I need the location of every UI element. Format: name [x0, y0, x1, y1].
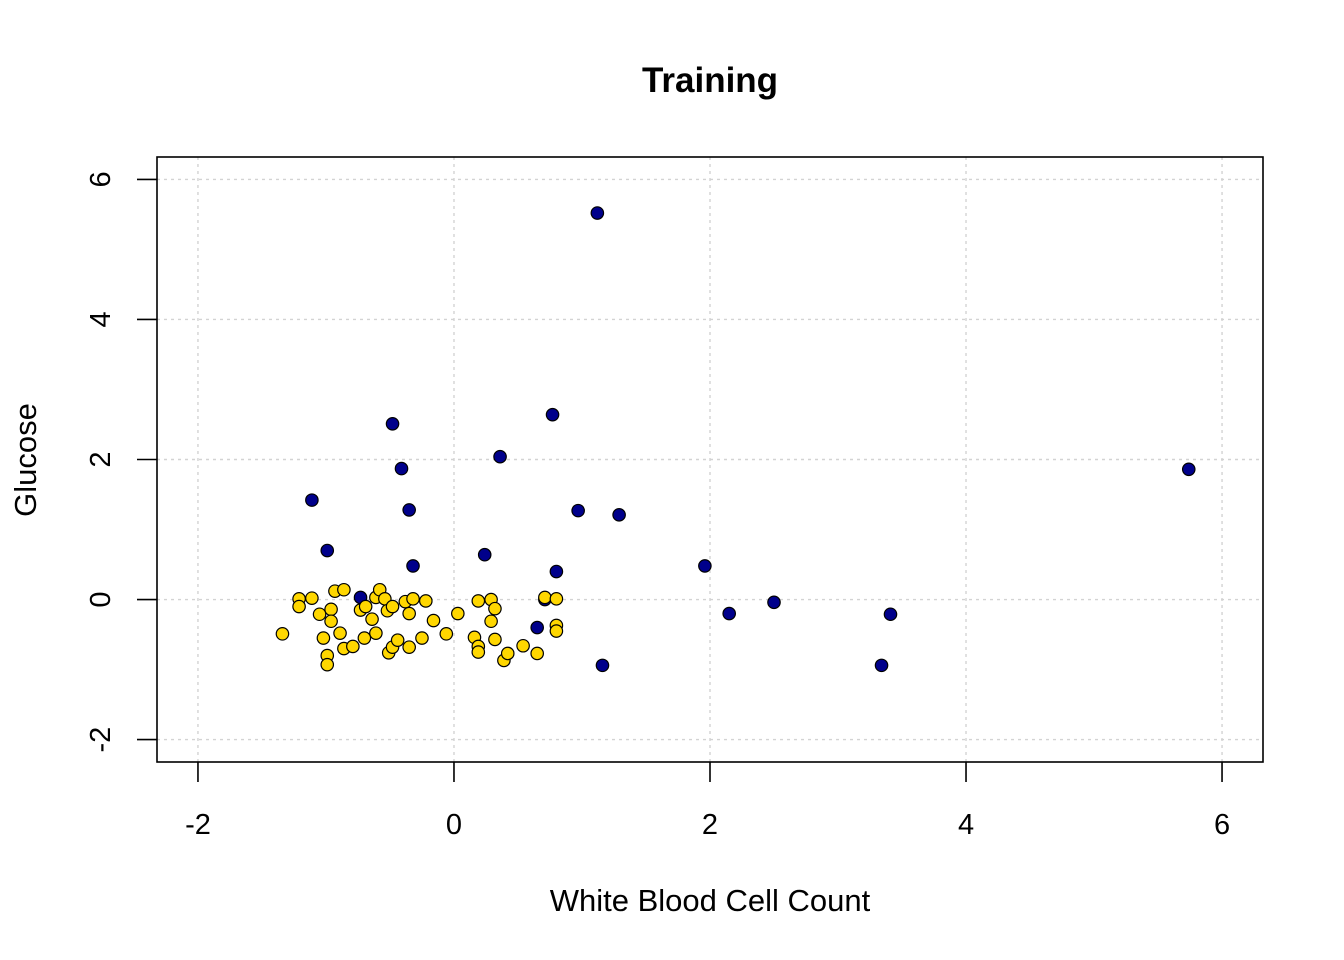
data-point-class2	[358, 599, 373, 614]
data-point-class2	[324, 602, 338, 617]
x-tick-label: 0	[446, 809, 462, 841]
y-tick-label: 2	[85, 451, 117, 467]
y-tick-label: 0	[85, 591, 117, 607]
data-point-class1	[394, 461, 409, 476]
data-point-class2	[488, 632, 502, 647]
data-point-class1	[549, 564, 564, 579]
data-point-class1	[1181, 462, 1196, 477]
chart-title: Training	[642, 61, 778, 100]
data-point-class2	[346, 639, 360, 654]
data-point-class2	[390, 633, 405, 647]
x-axis-label: White Blood Cell Count	[550, 883, 871, 918]
data-point-class2	[312, 607, 327, 622]
data-point-class1	[698, 559, 712, 573]
data-point-class1	[874, 658, 889, 673]
data-point-class2	[419, 594, 433, 608]
data-point-class1	[305, 493, 319, 507]
x-tick-label: 6	[1214, 809, 1230, 841]
data-point-class1	[385, 416, 400, 431]
data-point-class2	[471, 594, 486, 608]
data-point-class2	[500, 646, 515, 661]
data-point-class2	[471, 645, 486, 659]
data-point-class1	[402, 503, 416, 517]
data-point-class2	[324, 614, 338, 629]
data-point-class1	[406, 559, 420, 573]
data-point-class1	[612, 508, 626, 522]
data-point-class2	[402, 640, 416, 654]
data-point-class1	[722, 606, 737, 621]
data-point-class1	[493, 449, 507, 464]
data-point-class2	[275, 627, 290, 641]
data-points	[275, 206, 1196, 673]
data-point-class2	[357, 631, 372, 645]
data-point-class1	[595, 658, 610, 673]
x-tick-label: -2	[185, 809, 211, 841]
data-point-class2	[530, 646, 544, 661]
data-point-class2	[484, 614, 498, 629]
data-point-class1	[571, 503, 585, 518]
data-point-class1	[767, 595, 781, 610]
data-point-class1	[530, 620, 544, 635]
data-point-class2	[333, 626, 347, 640]
data-point-class2	[402, 606, 416, 621]
data-point-class2	[426, 613, 441, 628]
data-point-class2	[365, 612, 379, 626]
data-point-class2	[488, 601, 502, 616]
data-point-class2	[451, 606, 465, 621]
data-point-class2	[538, 590, 552, 605]
data-point-class2	[369, 626, 383, 640]
grid-lines	[157, 157, 1263, 762]
data-point-class2	[549, 624, 564, 638]
y-axis-label: Glucose	[8, 403, 43, 517]
data-point-class1	[320, 543, 335, 558]
data-point-class1	[477, 547, 492, 562]
data-point-class2	[292, 599, 306, 614]
x-tick-label: 4	[958, 809, 974, 841]
data-point-class2	[316, 631, 331, 645]
data-point-class2	[320, 657, 335, 672]
data-point-class2	[549, 592, 564, 606]
data-point-class2	[516, 638, 530, 653]
x-axis: -2 0 2 4 6	[185, 762, 1230, 841]
data-point-class1	[590, 206, 605, 220]
data-point-class2	[305, 591, 319, 605]
data-point-class2	[385, 599, 400, 614]
data-point-class2	[439, 627, 454, 641]
data-point-class1	[545, 407, 560, 422]
y-tick-label: 6	[85, 171, 117, 187]
data-point-class2	[415, 631, 429, 645]
x-tick-label: 2	[702, 809, 718, 841]
y-axis: -2 0 2 4 6	[85, 171, 157, 752]
data-point-class1	[883, 607, 898, 622]
y-tick-label: 4	[85, 311, 117, 327]
y-tick-label: -2	[85, 727, 117, 753]
data-point-class2	[337, 582, 351, 597]
data-point-class2	[406, 592, 420, 606]
